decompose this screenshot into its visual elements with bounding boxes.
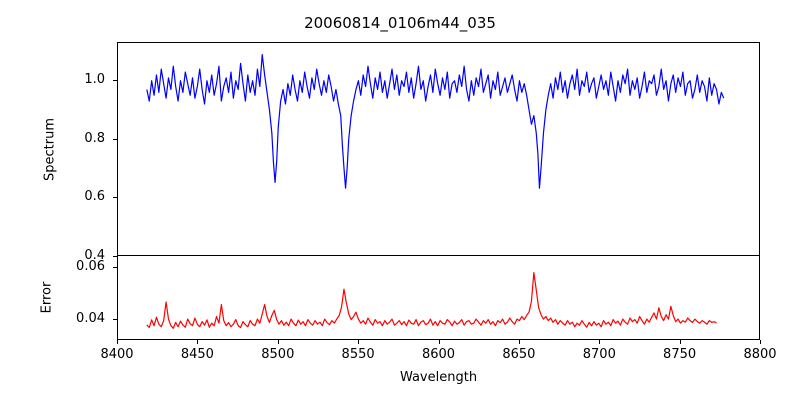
figure-title: 20060814_0106m44_035	[304, 14, 496, 32]
ytick-spectrum-label: 0.8	[84, 130, 105, 146]
ytick-spectrum-tickmark	[113, 80, 117, 82]
xtick-mark	[679, 340, 681, 344]
ytick-spectrum-tickmark	[113, 197, 117, 199]
xtick-mark	[518, 340, 520, 344]
xtick-label: 8650	[502, 347, 536, 362]
xtick-mark	[117, 340, 119, 344]
ytick-error-tickmark	[113, 266, 117, 268]
xtick-mark	[358, 340, 360, 344]
x-axis-label: Wavelength	[399, 370, 478, 385]
error-trace	[118, 256, 759, 339]
xtick-label: 8500	[261, 347, 295, 362]
spectrum-panel	[117, 42, 760, 256]
xtick-mark	[760, 340, 762, 344]
ytick-spectrum-label: 0.6	[84, 189, 105, 205]
ytick-spectrum-label: 1.0	[84, 72, 105, 88]
ytick-error-label: 0.04	[76, 311, 105, 327]
xtick-label: 8400	[100, 347, 134, 362]
xtick-mark	[197, 340, 199, 344]
xtick-label: 8600	[421, 347, 456, 362]
ytick-error-label: 0.06	[76, 258, 105, 274]
ytick-spectrum-tickmark	[113, 138, 117, 140]
xtick-label: 8800	[743, 347, 777, 362]
error-panel	[117, 255, 760, 340]
xtick-mark	[599, 340, 601, 344]
xtick-label: 8750	[663, 347, 697, 362]
xtick-label: 8550	[341, 347, 375, 362]
xtick-mark	[438, 340, 440, 344]
xtick-mark	[277, 340, 279, 344]
ytick-error-tickmark	[113, 319, 117, 321]
ytick-spectrum-tickmark	[113, 256, 117, 258]
spectrum-trace	[118, 43, 759, 255]
xtick-label: 8450	[180, 347, 214, 362]
xtick-label: 8700	[582, 347, 616, 362]
ytick-spectrum-label: 0.4	[84, 248, 105, 263]
